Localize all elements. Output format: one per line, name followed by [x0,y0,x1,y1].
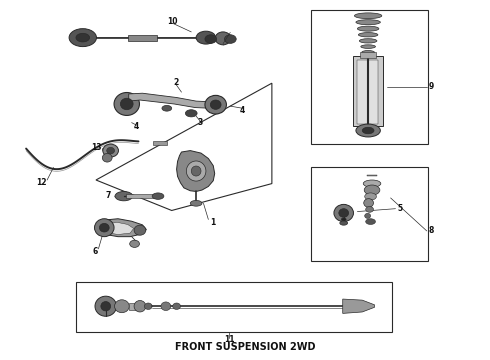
Ellipse shape [107,147,115,154]
Ellipse shape [340,221,347,225]
Polygon shape [97,219,147,237]
Ellipse shape [103,144,119,157]
Ellipse shape [362,50,374,54]
Ellipse shape [334,204,353,222]
Bar [311,10,428,144]
Ellipse shape [210,100,221,109]
Ellipse shape [190,201,202,206]
Text: 2: 2 [173,78,178,87]
Text: 10: 10 [168,17,178,26]
Ellipse shape [95,296,117,316]
Ellipse shape [339,209,348,217]
Polygon shape [102,222,134,234]
Ellipse shape [101,302,111,311]
Bar [126,194,155,198]
Ellipse shape [365,213,370,219]
Ellipse shape [366,219,375,225]
Ellipse shape [205,35,217,43]
Ellipse shape [115,192,133,201]
Bar [367,175,377,176]
Ellipse shape [356,124,380,137]
Ellipse shape [162,105,172,111]
Ellipse shape [152,193,164,199]
Ellipse shape [134,225,146,235]
Polygon shape [176,150,215,192]
Ellipse shape [99,224,109,232]
Text: 5: 5 [398,204,403,213]
Polygon shape [343,299,374,314]
Polygon shape [129,93,213,108]
Ellipse shape [341,218,346,221]
Ellipse shape [363,180,381,187]
Ellipse shape [362,127,374,134]
Text: FRONT SUSPENSION 2WD: FRONT SUSPENSION 2WD [175,342,315,352]
Ellipse shape [134,301,146,312]
Bar [76,282,392,332]
Text: 6: 6 [93,247,98,256]
Text: 8: 8 [429,226,434,235]
Ellipse shape [354,13,382,19]
Bar [311,167,428,261]
Ellipse shape [361,45,375,48]
Bar [357,60,378,125]
Ellipse shape [191,166,201,176]
Text: 11: 11 [224,336,235,345]
Ellipse shape [215,32,231,45]
Ellipse shape [366,207,373,212]
Bar [128,36,157,41]
Ellipse shape [76,33,90,42]
Text: 12: 12 [36,178,47,187]
Ellipse shape [356,20,380,25]
Text: 4: 4 [240,105,245,114]
Text: 7: 7 [105,191,111,200]
Ellipse shape [102,153,112,162]
Ellipse shape [95,219,114,237]
Ellipse shape [185,110,197,117]
Ellipse shape [224,35,236,43]
Text: 9: 9 [429,82,434,91]
Ellipse shape [186,161,206,181]
Ellipse shape [365,193,376,200]
Ellipse shape [69,29,97,46]
Bar [153,141,167,145]
Ellipse shape [205,95,226,114]
Text: 4: 4 [134,122,139,131]
Text: 1: 1 [211,218,216,227]
Ellipse shape [161,302,171,311]
Ellipse shape [359,39,377,43]
Text: 13: 13 [91,143,101,152]
Bar [360,51,376,58]
Ellipse shape [121,98,133,110]
Text: 3: 3 [197,118,203,127]
Bar [129,303,139,310]
Ellipse shape [114,93,140,116]
Ellipse shape [358,33,378,37]
Ellipse shape [196,31,216,44]
Ellipse shape [130,240,140,247]
Ellipse shape [364,185,380,195]
Ellipse shape [364,199,373,207]
Ellipse shape [172,303,180,310]
Bar [353,56,383,126]
Ellipse shape [145,303,152,310]
Polygon shape [96,83,272,211]
Ellipse shape [115,300,129,313]
Ellipse shape [357,26,379,31]
